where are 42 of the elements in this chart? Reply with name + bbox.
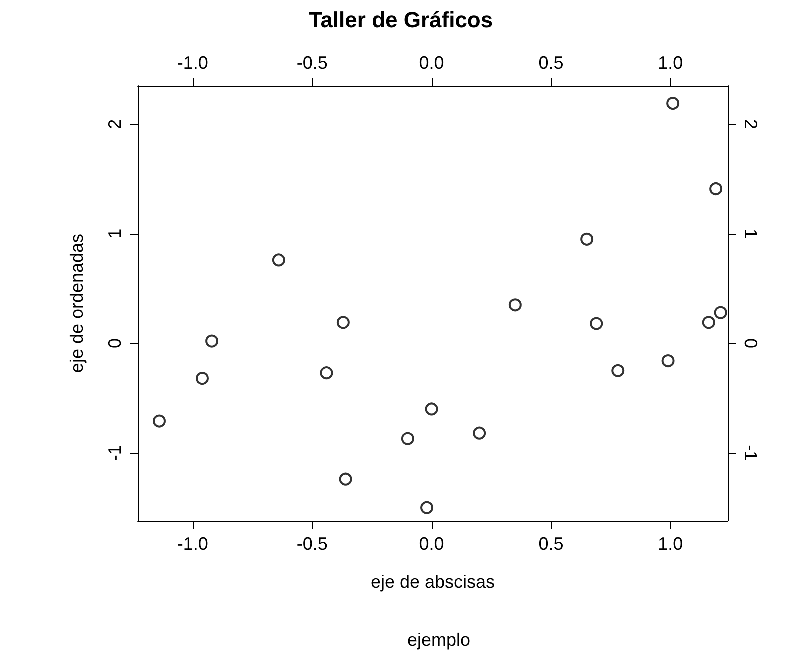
x-tick-label: -0.5 xyxy=(296,534,328,554)
point xyxy=(662,354,675,368)
text: ejemplo xyxy=(407,630,471,650)
x2-tick-label: 0.5 xyxy=(538,53,564,73)
x2-tick-label: 1.0 xyxy=(658,53,684,73)
x-tick-label: 1.0 xyxy=(658,534,684,554)
y-axis-title: eje de ordenadas xyxy=(67,234,87,374)
point xyxy=(714,306,728,320)
point xyxy=(401,432,414,446)
x-axis-title: eje de abscisas xyxy=(370,572,496,592)
point xyxy=(590,317,604,330)
point xyxy=(580,232,594,246)
point xyxy=(702,316,716,330)
y-tick-label: 0 xyxy=(105,338,125,348)
x2-tick-label: -0.5 xyxy=(296,53,328,73)
y-tick-label: -1 xyxy=(105,445,125,462)
point xyxy=(420,501,434,514)
point xyxy=(425,402,438,416)
point xyxy=(339,472,352,486)
x-tick-label: -1.0 xyxy=(177,534,208,554)
point xyxy=(196,372,209,386)
x-tick-label: 0.0 xyxy=(419,534,444,554)
point xyxy=(508,298,522,312)
x-tick-label: 0.5 xyxy=(538,534,564,554)
chart-title: Taller de Gráficos xyxy=(308,8,494,32)
y2-tick-label: -1 xyxy=(741,445,761,462)
point xyxy=(612,364,625,378)
x2-tick-label: 0.0 xyxy=(419,53,444,73)
point xyxy=(153,414,166,428)
y-tick-label: 2 xyxy=(105,119,125,130)
y2-tick-label: 0 xyxy=(741,338,761,348)
point xyxy=(272,254,286,267)
point xyxy=(320,366,334,380)
y-tick-label: 1 xyxy=(105,228,125,239)
point xyxy=(473,426,486,440)
point xyxy=(206,334,219,348)
point xyxy=(666,97,680,110)
point xyxy=(336,316,350,330)
y2-tick-label: 2 xyxy=(741,119,761,130)
point xyxy=(710,182,723,196)
y2-tick-label: 1 xyxy=(741,228,761,239)
x2-tick-label: -1.0 xyxy=(177,53,208,73)
